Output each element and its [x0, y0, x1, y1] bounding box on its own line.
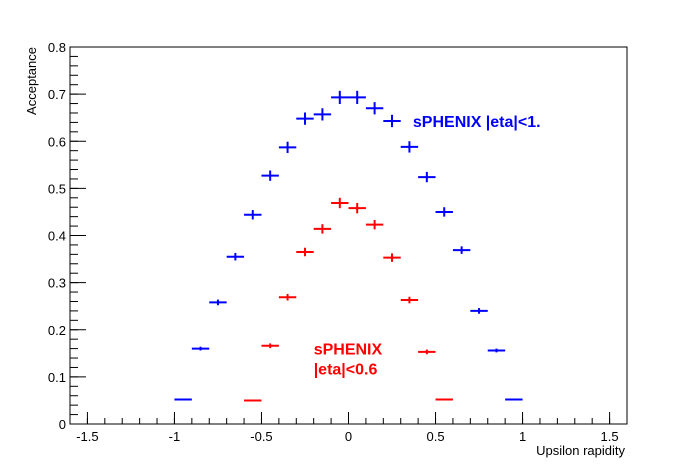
- data-point: [244, 210, 262, 220]
- data-point: [400, 141, 419, 153]
- data-point: [331, 197, 349, 209]
- data-point: [365, 102, 384, 115]
- data-point: [226, 252, 245, 261]
- series-1: [174, 90, 523, 401]
- series-2: [244, 197, 453, 402]
- data-point: [313, 224, 332, 234]
- data-point: [209, 299, 227, 306]
- data-point: [383, 114, 401, 128]
- data-point: [487, 348, 506, 353]
- data-point: [400, 296, 419, 304]
- data-point: [296, 247, 314, 257]
- data-point: [348, 202, 366, 214]
- x-tick-label: -1: [169, 429, 181, 444]
- x-tick-label: -0.5: [250, 429, 272, 444]
- data-point: [331, 90, 349, 105]
- data-point: [435, 207, 453, 217]
- data-point: [174, 398, 192, 401]
- y-axis-ticks: 0 0.1 0.2 0.3 0.4 0.5 0.6 0.7 0.8: [48, 40, 86, 432]
- data-point: [383, 253, 401, 262]
- x-axis-ticks: -1.5 -1 -0.5 0 0.5 1 1.5: [69, 412, 628, 444]
- data-point: [191, 346, 210, 351]
- y-axis-label: Acceptance: [24, 47, 39, 115]
- x-tick-label: 1.5: [601, 429, 619, 444]
- data-point: [348, 90, 366, 105]
- data-point: [505, 398, 523, 401]
- data-point: [244, 399, 262, 402]
- data-point: [296, 112, 314, 125]
- y-tick-label: 0.3: [48, 276, 66, 291]
- y-tick-label: 0.4: [48, 229, 66, 244]
- y-tick-label: 0.6: [48, 134, 66, 149]
- x-tick-label: 0.5: [426, 429, 444, 444]
- data-point: [365, 219, 384, 230]
- data-point: [261, 343, 279, 349]
- annotation-label: |eta|<0.6: [314, 362, 378, 379]
- annotations: sPHENIX |eta|<1. sPHENIX |eta|<0.6: [314, 114, 541, 378]
- data-point: [418, 171, 436, 183]
- data-point: [435, 398, 453, 401]
- x-tick-label: -1.5: [76, 429, 98, 444]
- data-point: [278, 293, 297, 301]
- x-axis-label: Upsilon rapidity: [536, 443, 625, 458]
- x-tick-label: 1: [519, 429, 526, 444]
- annotation-label: sPHENIX |eta|<1.: [413, 114, 541, 131]
- y-tick-label: 0: [59, 417, 66, 432]
- y-tick-label: 0.8: [48, 40, 66, 55]
- y-tick-label: 0.2: [48, 323, 66, 338]
- data-point: [452, 246, 471, 254]
- data-point: [313, 108, 332, 121]
- data-series: [174, 90, 523, 402]
- y-tick-label: 0.7: [48, 87, 66, 102]
- data-point: [470, 308, 488, 314]
- data-point: [278, 141, 297, 154]
- y-tick-label: 0.1: [48, 370, 66, 385]
- data-point: [261, 170, 279, 181]
- x-tick-label: 0: [345, 429, 352, 444]
- annotation-label: sPHENIX: [314, 341, 383, 358]
- y-tick-label: 0.5: [48, 181, 66, 196]
- data-point: [418, 349, 436, 355]
